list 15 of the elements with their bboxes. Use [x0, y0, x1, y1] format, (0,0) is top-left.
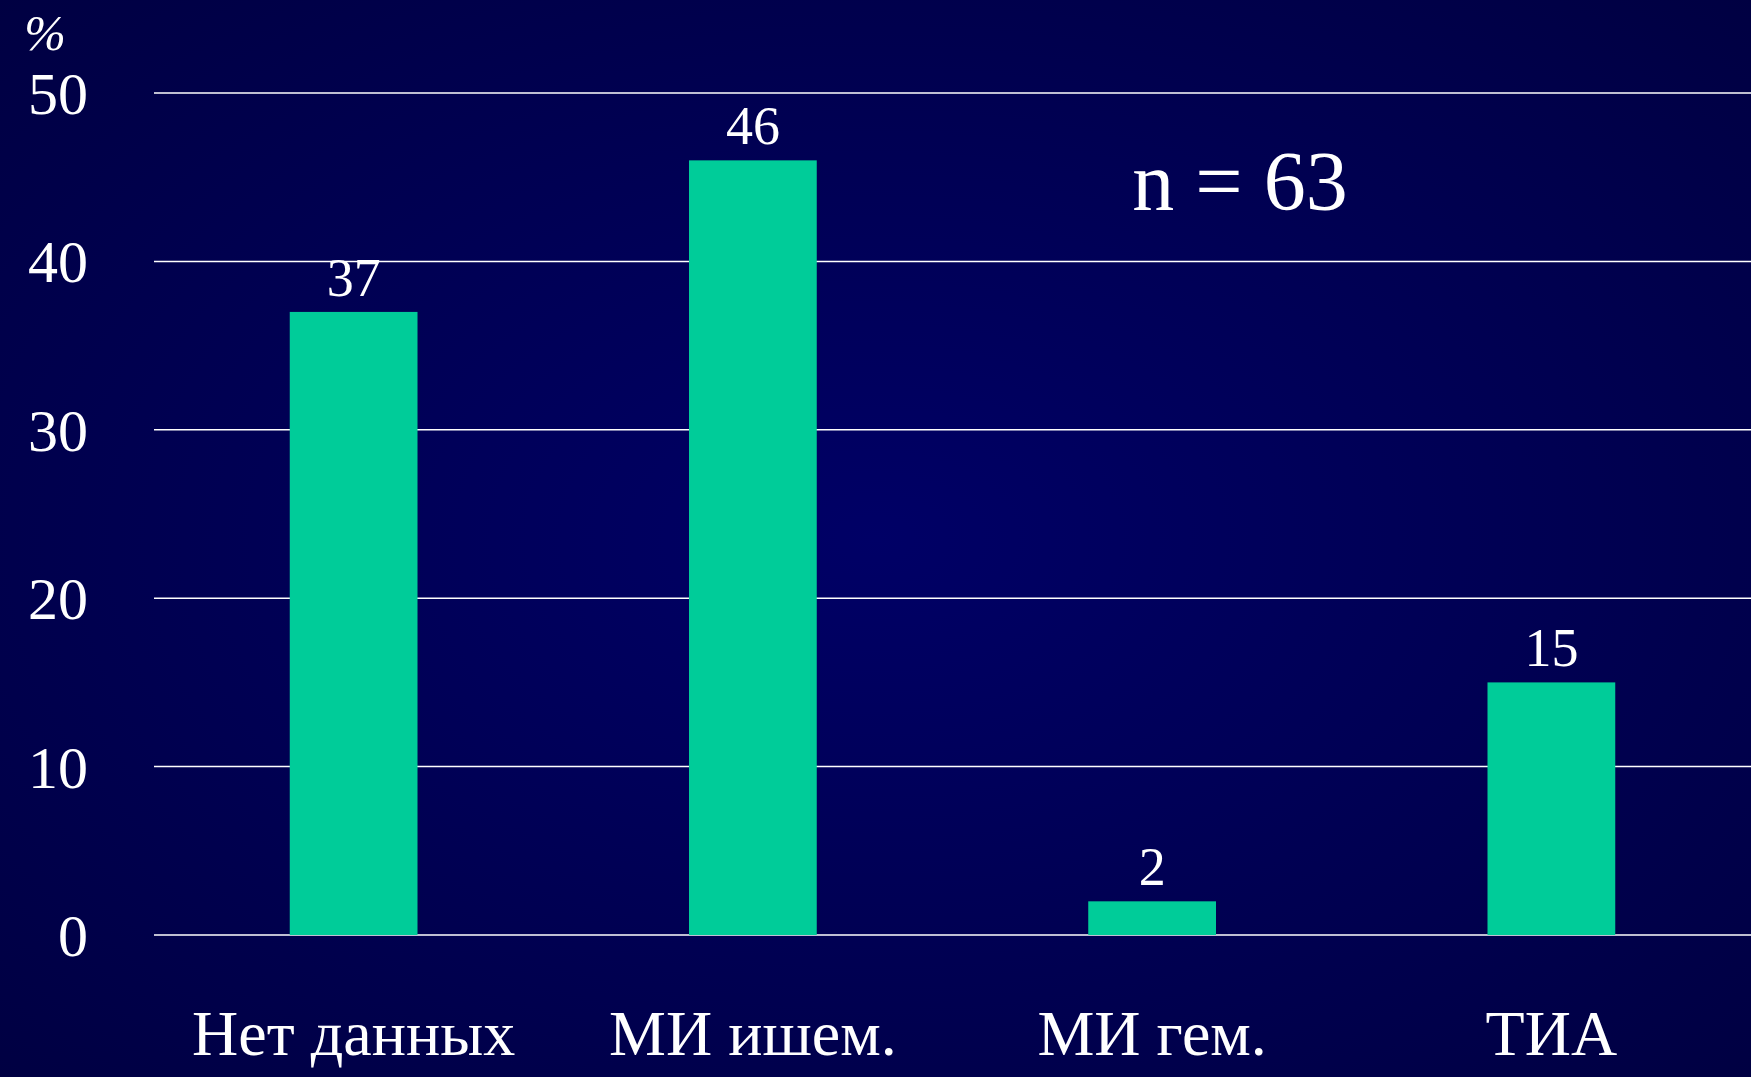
- x-tick-label: МИ ишем.: [609, 998, 897, 1069]
- y-tick-label: 40: [28, 229, 88, 296]
- y-tick-label: 10: [28, 734, 88, 801]
- data-label: 46: [725, 96, 780, 157]
- y-tick-label: 20: [28, 566, 88, 633]
- data-label: 2: [1138, 837, 1166, 898]
- x-tick-label: Нет данных: [192, 998, 516, 1069]
- x-tick-label: ТИА: [1485, 998, 1618, 1069]
- y-axis-title: %: [24, 5, 66, 61]
- annotation: n = 63: [1132, 135, 1348, 228]
- y-tick-label: 0: [58, 903, 88, 969]
- y-tick-label: 50: [28, 61, 88, 127]
- x-tick-label: МИ гем.: [1037, 998, 1267, 1069]
- y-tick-label: 30: [28, 397, 88, 464]
- data-label: 15: [1524, 618, 1579, 679]
